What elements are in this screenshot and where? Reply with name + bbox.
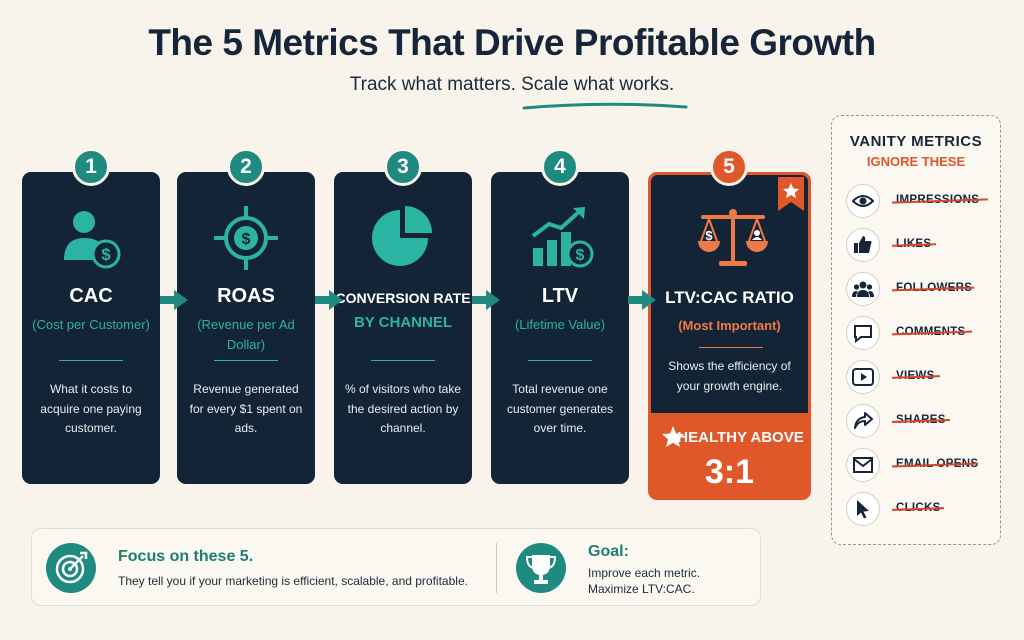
- metric-card-cac: $ CAC (Cost per Customer) What it costs …: [22, 172, 160, 484]
- metric-number-badge: 2: [227, 148, 265, 186]
- goal-line-1: Improve each metric.: [588, 566, 701, 580]
- metric-description: Revenue generated for every $1 spent on …: [189, 382, 303, 435]
- divider: [528, 360, 592, 361]
- thumbs-up-icon: [846, 228, 880, 262]
- divider: [371, 360, 435, 361]
- metric-subtitle: (Cost per Customer): [32, 317, 150, 332]
- vanity-item-likes: LIKES: [846, 228, 996, 262]
- svg-text:$: $: [242, 231, 251, 248]
- target-arrow-icon: [46, 543, 96, 593]
- vanity-item-impressions: IMPRESSIONS: [846, 184, 996, 218]
- page-title: The 5 Metrics That Drive Profitable Grow…: [148, 22, 876, 63]
- metric-title: ROAS: [217, 285, 275, 307]
- trophy-icon: [516, 543, 566, 593]
- growth-chart-icon: $: [531, 207, 594, 268]
- comment-icon: [846, 316, 880, 350]
- svg-text:$: $: [705, 228, 713, 243]
- metric-subtitle: (Lifetime Value): [514, 317, 606, 332]
- metric-description: % of visitors who take the desired actio…: [344, 382, 462, 435]
- envelope-icon: [846, 448, 880, 482]
- divider: [214, 360, 278, 361]
- vanity-title: VANITY METRICS: [849, 133, 983, 150]
- arrow-right-icon: [315, 290, 343, 310]
- eye-icon: [846, 184, 880, 218]
- balance-scale-icon: $: [698, 209, 768, 266]
- svg-text:$: $: [576, 247, 585, 264]
- arrow-right-icon: [628, 290, 656, 310]
- focus-title: Focus on these 5.: [118, 548, 254, 565]
- metric-title: CAC: [69, 285, 113, 307]
- metric-subtitle: BY CHANNEL: [353, 314, 453, 331]
- metric-card-roas: $ ROAS (Revenue per Ad Dollar) Revenue g…: [177, 172, 315, 484]
- subtitle-underline: [522, 102, 688, 110]
- arrow-right-icon: [160, 290, 188, 310]
- vanity-item-shares: SHARES: [846, 404, 996, 438]
- metric-number-badge: 3: [384, 148, 422, 186]
- vanity-item-email-opens: EMAIL OPENS: [846, 448, 996, 482]
- vanity-item-clicks: CLICKS: [846, 492, 996, 526]
- cursor-icon: [846, 492, 880, 526]
- metric-card-conversion-rate: CONVERSION RATE BY CHANNEL % of visitors…: [334, 172, 472, 484]
- vanity-item-followers: FOLLOWERS: [846, 272, 996, 306]
- healthy-ratio-value: 3:1: [704, 453, 755, 491]
- goal-title: Goal:: [588, 543, 629, 560]
- target-dollar-icon: $: [214, 206, 278, 270]
- metric-description: Total revenue one customer generates ove…: [506, 382, 614, 435]
- arrow-right-icon: [472, 290, 500, 310]
- play-icon: [846, 360, 880, 394]
- vanity-item-views: VIEWS: [846, 360, 996, 394]
- customer-dollar-icon: $: [64, 211, 121, 269]
- focus-text: They tell you if your marketing is effic…: [118, 574, 468, 588]
- metric-card-ltv: $ LTV (Lifetime Value) Total revenue one…: [491, 172, 629, 484]
- metric-description: What it costs to acquire one paying cust…: [40, 382, 142, 435]
- metric-number-badge: 4: [541, 148, 579, 186]
- page-subtitle: Track what matters. Scale what works.: [349, 74, 675, 95]
- metric-number-badge: 1: [72, 148, 110, 186]
- vanity-metrics-panel: VANITY METRICS IGNORE THESE IMPRESSIONS …: [831, 115, 1001, 545]
- summary-box: Focus on these 5. They tell you if your …: [31, 528, 761, 606]
- metric-title: LTV: [541, 285, 579, 307]
- divider: [699, 347, 763, 348]
- vanity-subtitle: IGNORE THESE: [866, 154, 966, 169]
- metric-title: LTV:CAC RATIO: [665, 288, 794, 307]
- metric-title: CONVERSION RATE: [335, 290, 471, 306]
- metric-subtitle: (Most Important): [678, 318, 781, 333]
- metric-number-badge: 5: [710, 148, 748, 186]
- metric-subtitle: (Revenue per Ad Dollar): [197, 317, 295, 352]
- goal-line-2: Maximize LTV:CAC.: [588, 582, 695, 596]
- svg-text:$: $: [101, 245, 111, 264]
- pie-chart-icon: [372, 206, 432, 266]
- metric-card-ltv-cac-ratio: $ LTV:CAC RATIO (Most Important) Shows t…: [648, 172, 811, 500]
- people-icon: [846, 272, 880, 306]
- vanity-item-comments: COMMENTS: [846, 316, 996, 350]
- healthy-label: HEALTHY ABOVE: [677, 429, 804, 446]
- star-bookmark-icon: [778, 177, 804, 211]
- divider: [496, 543, 497, 593]
- divider: [59, 360, 123, 361]
- share-icon: [846, 404, 880, 438]
- metric-description: Shows the efficiency of your growth engi…: [668, 359, 791, 393]
- star-icon: [662, 426, 684, 447]
